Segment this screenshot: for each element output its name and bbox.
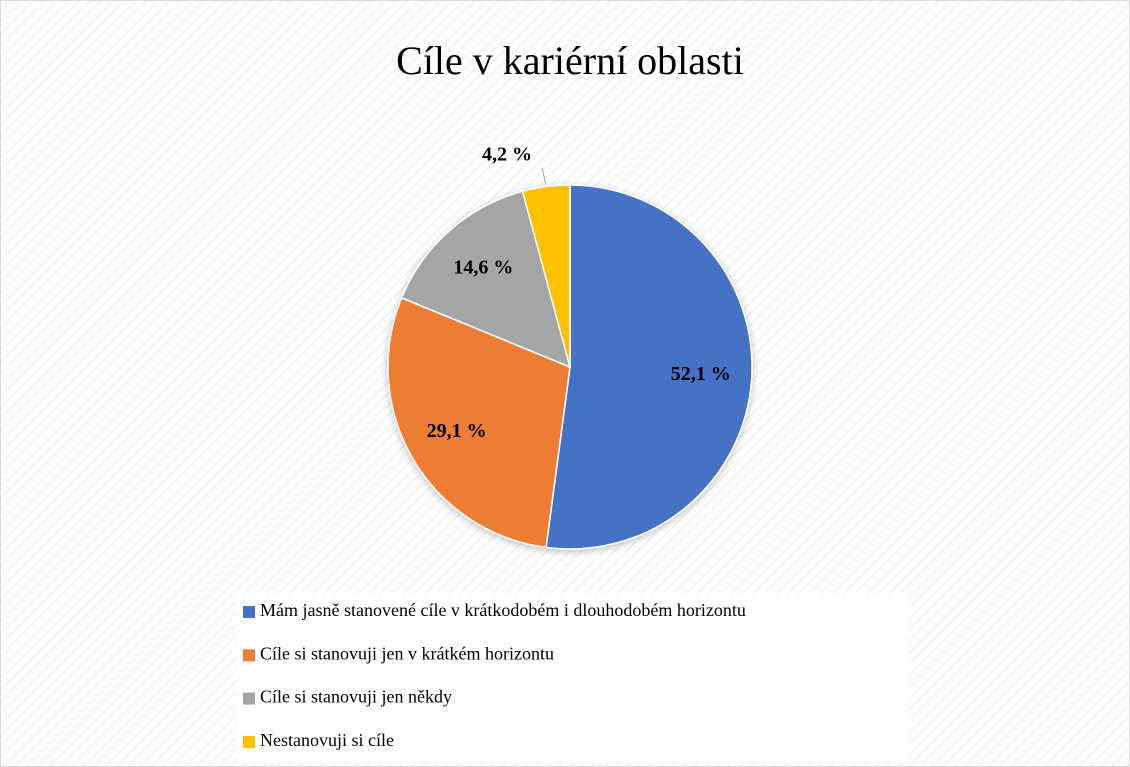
- legend-swatch: [243, 649, 255, 662]
- legend-box: [237, 594, 908, 762]
- pie: [387, 184, 753, 550]
- data-label: 29,1 %: [427, 420, 487, 442]
- data-label: 4,2 %: [482, 144, 532, 166]
- legend-label: Nestanovuji si cíle: [260, 730, 394, 750]
- pie-slice: [387, 296, 571, 549]
- legend-label: Cíle si stanovuji jen někdy: [260, 687, 452, 707]
- legend-swatch: [243, 735, 255, 748]
- data-label: 52,1 %: [671, 363, 731, 385]
- legend-label: Mám jasně stanovené cíle v krátkodobém i…: [260, 600, 746, 620]
- pie-slice: [521, 184, 571, 368]
- legend-swatch: [243, 606, 255, 618]
- pie-slice: [545, 184, 753, 550]
- chart-title: Cíle v kariérní oblasti: [396, 38, 744, 83]
- leader-line: [541, 167, 547, 185]
- data-label: 14,6 %: [453, 256, 513, 278]
- legend-swatch: [243, 692, 255, 705]
- pie-slice: [400, 190, 572, 369]
- legend-label: Cíle si stanovuji jen v krátkém horizont…: [260, 643, 554, 663]
